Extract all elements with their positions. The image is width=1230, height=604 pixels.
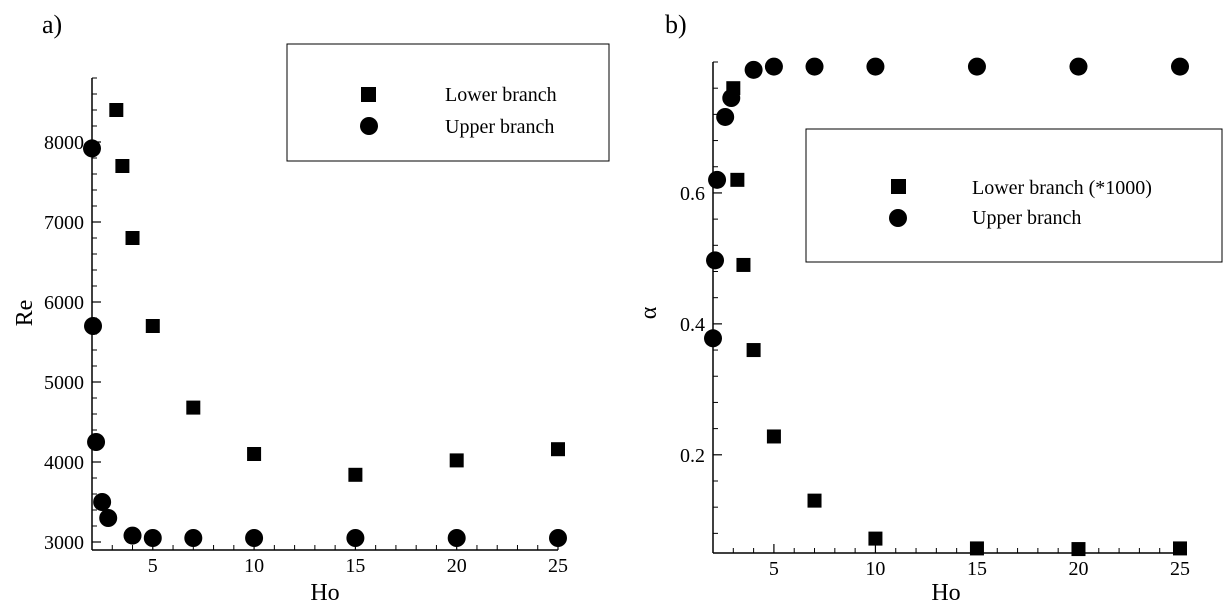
- x-axis-label-b: Ho: [931, 580, 960, 604]
- lower-branch-point-a-7: [449, 453, 464, 468]
- upper-branch-point-b-2: [708, 170, 727, 189]
- marks-b: [704, 57, 1189, 557]
- panel-b: b) 5 10 15 20 25 0.2 0.4 0.6 α Ho Lower branch …: [636, 10, 1223, 604]
- x-tick-label-a-2: 15: [345, 555, 365, 577]
- upper-branch-point-a-8: [245, 529, 264, 547]
- lower-branch-point-a-8: [551, 442, 565, 457]
- lower-branch-point-b-8: [1071, 542, 1086, 557]
- y-tick-label-b-2: 0.6: [680, 183, 705, 205]
- upper-branch-point-b-0: [704, 329, 722, 348]
- lower-branch-point-b-7: [969, 541, 984, 556]
- legend-marker-upper-a: [360, 117, 378, 135]
- upper-branch-point-b-7: [805, 57, 824, 76]
- upper-branch-point-b-9: [967, 57, 986, 76]
- upper-branch-point-b-4: [722, 89, 741, 108]
- y-tick-label-b-1: 0.4: [680, 314, 705, 336]
- y-tick-label-b-0: 0.2: [680, 445, 705, 467]
- panel-label-b: b): [665, 10, 687, 39]
- legend-label-upper-b: Upper branch: [972, 207, 1081, 229]
- lower-branch-point-a-5: [247, 447, 262, 461]
- legend-box-b: [805, 128, 1223, 263]
- legend-label-lower-a: Lower branch: [445, 84, 557, 106]
- legend-label-lower-b: Lower branch (*1000): [972, 177, 1152, 199]
- upper-branch-point-a-1: [84, 317, 103, 335]
- x-tick-label-b-4: 25: [1170, 558, 1190, 580]
- upper-branch-point-b-1: [706, 251, 725, 270]
- legend-label-upper-a: Upper branch: [445, 116, 554, 138]
- upper-branch-point-a-11: [549, 529, 567, 547]
- y-tick-label-a-3: 6000: [44, 292, 84, 314]
- panel-label-a: a): [42, 10, 62, 39]
- lower-branch-point-b-6: [868, 531, 883, 546]
- ticks-a: 5 10 15 20 25 3000 4000 5000 6000 7000 8000: [44, 77, 568, 577]
- lower-branch-point-b-4: [766, 429, 781, 444]
- y-tick-label-a-2: 5000: [44, 372, 84, 394]
- upper-branch-point-a-9: [346, 529, 365, 547]
- lower-branch-point-a-0: [109, 103, 124, 117]
- lower-branch-point-a-6: [348, 467, 363, 482]
- lower-branch-point-a-1: [115, 159, 130, 173]
- upper-branch-point-b-3: [716, 107, 735, 126]
- y-tick-label-a-5: 8000: [44, 132, 84, 154]
- y-axis-label-a: Re: [12, 300, 38, 327]
- upper-branch-point-b-5: [744, 60, 763, 79]
- upper-branch-point-b-8: [866, 57, 885, 76]
- x-tick-label-b-3: 20: [1068, 558, 1088, 580]
- upper-branch-point-a-0: [83, 139, 101, 158]
- upper-branch-point-b-11: [1171, 57, 1189, 76]
- legend-marker-lower-a: [361, 87, 376, 102]
- upper-branch-point-a-7: [184, 529, 203, 547]
- x-tick-label-a-1: 10: [244, 555, 264, 577]
- lower-branch-point-b-5: [807, 493, 822, 508]
- upper-branch-point-a-2: [87, 433, 106, 451]
- legend-marker-upper-b: [889, 209, 907, 227]
- marks-a: [83, 103, 567, 547]
- upper-branch-point-b-6: [764, 57, 783, 76]
- upper-branch-point-b-10: [1069, 57, 1088, 76]
- x-tick-label-b-2: 15: [967, 558, 987, 580]
- legend-box-a: [286, 43, 610, 162]
- ticks-b: 5 10 15 20 25 0.2 0.4 0.6: [680, 61, 1190, 580]
- y-axis-label-b: α: [636, 306, 662, 319]
- lower-branch-point-b-9: [1173, 541, 1187, 556]
- x-axis-label-a: Ho: [310, 580, 339, 604]
- lower-branch-point-b-2: [736, 257, 751, 272]
- upper-branch-point-a-3: [93, 493, 112, 511]
- upper-branch-point-a-4: [99, 509, 118, 527]
- legend-b: Lower branch (*1000) Upper branch: [805, 128, 1223, 263]
- lower-branch-point-a-4: [186, 400, 201, 415]
- upper-branch-point-a-5: [123, 526, 142, 545]
- y-tick-label-a-4: 7000: [44, 212, 84, 234]
- legend-a: Lower branch Upper branch: [286, 43, 610, 162]
- legend-marker-lower-b: [891, 179, 906, 194]
- upper-branch-point-a-10: [447, 529, 466, 547]
- lower-branch-point-b-3: [746, 343, 761, 358]
- x-tick-label-a-4: 25: [548, 555, 568, 577]
- x-tick-label-a-3: 20: [447, 555, 467, 577]
- x-tick-label-a-0: 5: [148, 555, 158, 577]
- x-tick-label-b-0: 5: [769, 558, 779, 580]
- lower-branch-point-a-2: [125, 231, 140, 245]
- upper-branch-point-a-6: [143, 529, 162, 547]
- x-tick-label-b-1: 10: [865, 558, 885, 580]
- lower-branch-point-b-1: [730, 172, 745, 187]
- y-tick-label-a-1: 4000: [44, 452, 84, 474]
- y-tick-label-a-0: 3000: [44, 532, 84, 554]
- lower-branch-point-a-3: [145, 319, 160, 333]
